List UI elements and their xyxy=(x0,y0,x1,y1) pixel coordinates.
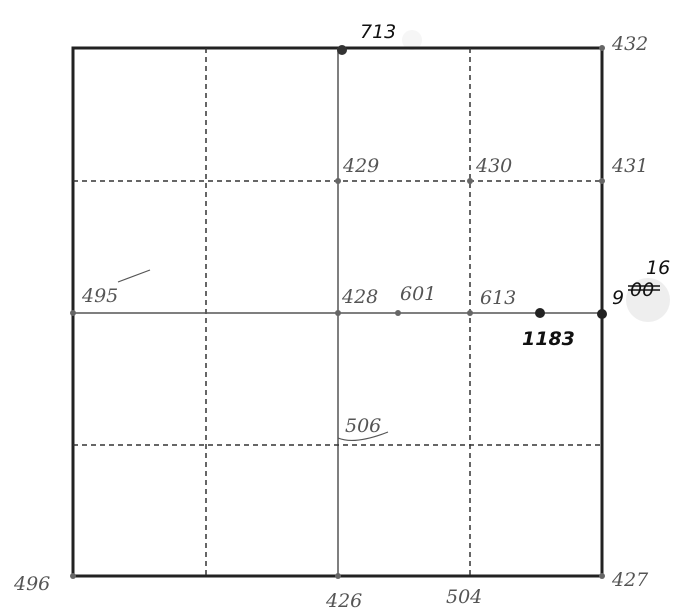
label-16: 16 xyxy=(646,257,670,279)
point-495 xyxy=(70,310,76,316)
point-1183 xyxy=(535,308,545,318)
label-506: 506 xyxy=(345,415,381,437)
label-431: 431 xyxy=(611,155,648,177)
label-427: 427 xyxy=(611,569,649,591)
label-713: 713 xyxy=(360,21,396,43)
point-427 xyxy=(599,573,605,579)
label-426: 426 xyxy=(325,590,362,611)
label-429: 429 xyxy=(342,155,379,177)
label-506-underline xyxy=(337,431,389,442)
point-428 xyxy=(335,310,341,316)
label-495-underline xyxy=(117,269,151,283)
smudge-marks xyxy=(402,30,670,322)
point-430 xyxy=(467,178,473,184)
label-428: 428 xyxy=(341,286,378,308)
point-right-center xyxy=(597,309,607,319)
point-426 xyxy=(335,573,341,579)
point-431 xyxy=(599,178,605,184)
label-601: 601 xyxy=(400,283,436,305)
label-613: 613 xyxy=(480,287,516,309)
label-495: 495 xyxy=(81,285,118,307)
label-504: 504 xyxy=(446,586,482,608)
point-613 xyxy=(467,310,473,316)
point-601 xyxy=(395,310,401,316)
survey-points xyxy=(70,45,607,579)
label-9: 9 xyxy=(612,287,624,309)
label-430: 430 xyxy=(475,155,512,177)
point-432 xyxy=(599,45,605,51)
label-1183: 1183 xyxy=(522,328,575,350)
label-496: 496 xyxy=(13,573,50,595)
point-429 xyxy=(335,178,341,184)
point-713 xyxy=(337,45,347,55)
label-432: 432 xyxy=(611,33,648,55)
point-496 xyxy=(70,573,76,579)
